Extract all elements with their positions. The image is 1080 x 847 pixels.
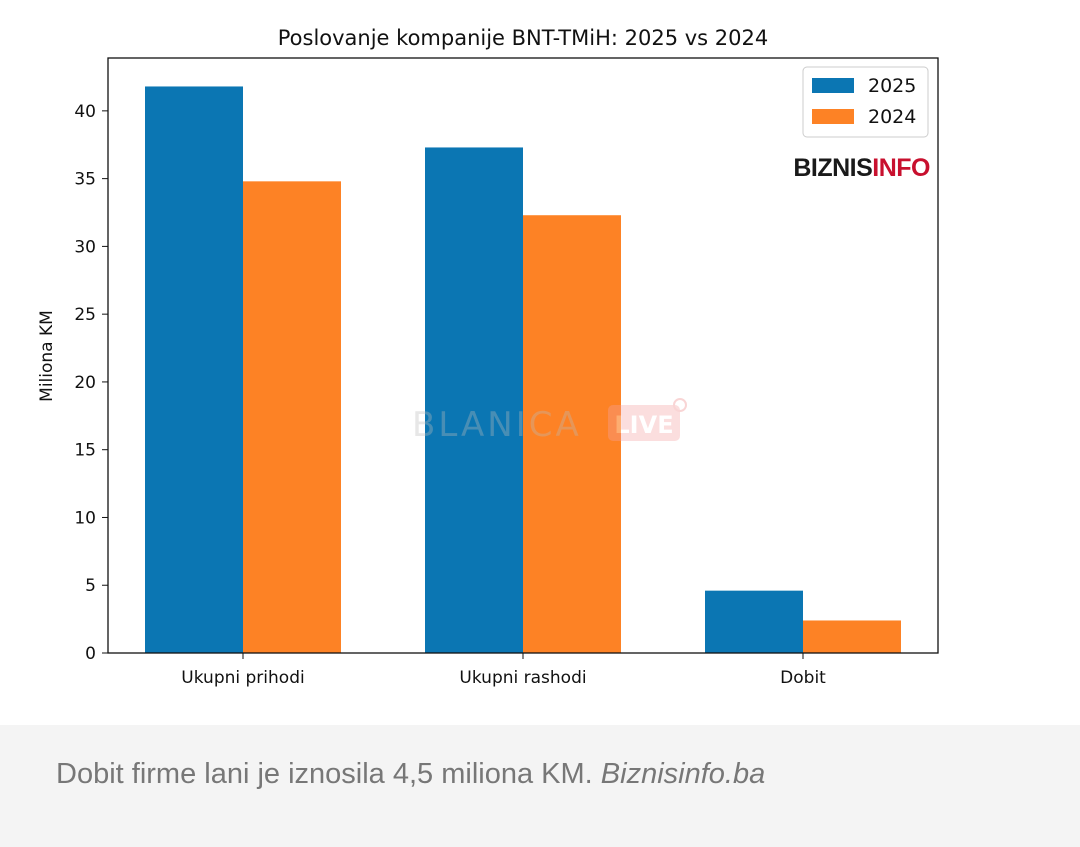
bar-2025-0 (145, 86, 243, 654)
legend-swatch-2025 (812, 78, 854, 93)
x-tick-label: Dobit (780, 668, 826, 688)
legend-label-2024: 2024 (868, 106, 916, 128)
image-caption: Dobit firme lani je iznosila 4,5 miliona… (56, 758, 765, 791)
bar-2024-2 (803, 620, 901, 653)
y-tick-label: 0 (85, 644, 96, 664)
y-tick-label: 25 (74, 305, 96, 325)
caption-source: Biznisinfo.ba (600, 758, 766, 790)
bar-2024-1 (523, 215, 621, 654)
x-tick-label: Ukupni rashodi (459, 668, 586, 688)
y-tick-label: 30 (74, 237, 96, 257)
y-tick-label: 40 (74, 102, 96, 122)
watermark: BLANICA LIVE (412, 398, 687, 445)
plot-frame (107, 57, 939, 654)
svg-text:BIZNISINFO: BIZNISINFO (793, 154, 930, 182)
caption-bar (0, 725, 1080, 847)
y-tick-label: 5 (85, 576, 96, 596)
bar-2025-2 (705, 590, 803, 653)
caption-text: Dobit firme lani je iznosila 4,5 miliona… (56, 758, 593, 790)
y-axis-label: Miliona KM (37, 310, 57, 402)
watermark-badge: LIVE (614, 411, 673, 439)
chart-title: Poslovanje kompanije BNT-TMiH: 2025 vs 2… (278, 26, 769, 50)
y-tick-label: 35 (74, 170, 96, 190)
biznisinfo-logo: BIZNISINFO (793, 154, 930, 182)
bar-2024-0 (243, 181, 341, 653)
legend: 2025 2024 (802, 66, 929, 138)
bar-2025-1 (425, 147, 523, 653)
y-tick-label: 20 (74, 373, 96, 393)
legend-swatch-2024 (812, 109, 854, 124)
y-tick-label: 15 (74, 441, 96, 461)
bar-chart: Poslovanje kompanije BNT-TMiH: 2025 vs 2… (37, 26, 939, 688)
watermark-text: BLANICA (412, 405, 582, 445)
legend-label-2025: 2025 (868, 75, 916, 97)
x-tick-label: Ukupni prihodi (181, 668, 304, 688)
y-tick-label: 10 (74, 508, 96, 528)
